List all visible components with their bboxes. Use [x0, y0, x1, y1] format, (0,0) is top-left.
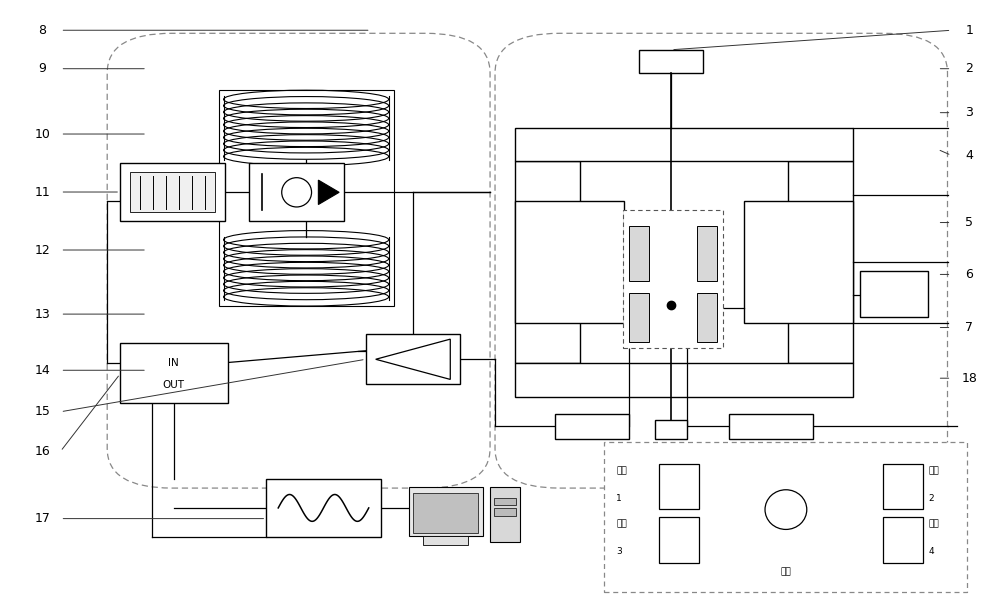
Bar [515, 128, 853, 161]
Text: 15: 15 [35, 405, 50, 418]
Bar [515, 363, 853, 397]
Bar [883, 517, 923, 562]
Bar [860, 272, 928, 317]
Bar [366, 334, 460, 384]
Text: 2: 2 [965, 62, 973, 75]
Text: 11: 11 [35, 185, 50, 198]
Bar [744, 201, 853, 323]
Bar [515, 201, 624, 323]
FancyBboxPatch shape [495, 33, 948, 488]
Bar [659, 464, 699, 509]
Text: 9: 9 [39, 62, 46, 75]
Bar [659, 517, 699, 562]
Polygon shape [318, 180, 339, 205]
Bar [788, 161, 853, 363]
Text: OUT: OUT [163, 379, 185, 390]
Bar [494, 508, 516, 516]
Bar [883, 464, 923, 509]
Text: 7: 7 [965, 321, 973, 334]
Bar [266, 479, 381, 537]
Text: 8: 8 [39, 24, 47, 37]
Text: 线圈: 线圈 [616, 519, 627, 529]
Text: 10: 10 [35, 128, 50, 140]
Bar [423, 536, 468, 545]
Bar [219, 90, 394, 306]
Text: 14: 14 [35, 364, 50, 377]
Bar [409, 487, 483, 536]
Bar [697, 225, 717, 280]
Text: 6: 6 [965, 268, 973, 281]
Bar [120, 163, 225, 221]
Text: 18: 18 [961, 371, 977, 385]
Text: 16: 16 [35, 445, 50, 458]
Bar [555, 413, 629, 439]
Bar [515, 161, 580, 363]
Text: 3: 3 [965, 106, 973, 119]
Bar [729, 413, 813, 439]
Text: 样品: 样品 [781, 567, 791, 577]
Bar [629, 225, 649, 280]
Text: 13: 13 [35, 307, 50, 320]
Bar [130, 172, 215, 212]
Bar [413, 493, 478, 533]
Bar [604, 442, 967, 592]
Bar [639, 50, 703, 73]
Text: 1: 1 [965, 24, 973, 37]
FancyBboxPatch shape [107, 33, 490, 488]
Text: 4: 4 [965, 149, 973, 162]
Bar [494, 498, 516, 505]
Bar [490, 487, 520, 542]
Bar [623, 210, 723, 347]
Text: 线圈: 线圈 [616, 466, 627, 476]
Text: 3: 3 [616, 548, 622, 556]
Bar [120, 342, 228, 403]
Bar [629, 293, 649, 342]
Text: 17: 17 [35, 512, 50, 525]
Text: 2: 2 [929, 495, 934, 503]
Text: IN: IN [168, 357, 179, 368]
Bar [249, 163, 344, 221]
Text: 5: 5 [965, 216, 973, 229]
Bar [655, 419, 687, 439]
Bar [697, 293, 717, 342]
Text: 4: 4 [929, 548, 934, 556]
Text: 线圈: 线圈 [929, 519, 939, 529]
Text: 12: 12 [35, 243, 50, 256]
Text: 线圈: 线圈 [929, 466, 939, 476]
Text: 1: 1 [616, 495, 622, 503]
